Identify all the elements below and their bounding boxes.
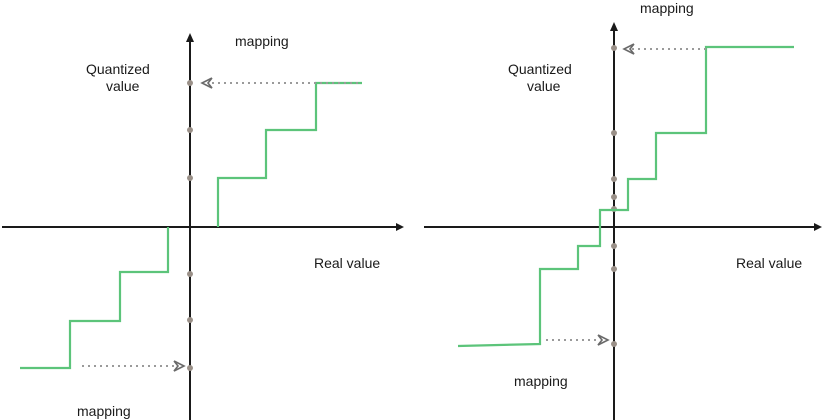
left-quant-point xyxy=(187,317,193,323)
right-x-axis-label: Real value xyxy=(736,255,802,271)
left-quant-point xyxy=(187,175,193,181)
right-y-axis-label-line1: Quantized xyxy=(508,61,572,77)
left-bottom-mapping-arrowhead xyxy=(173,360,186,372)
left-panel: Quantized value Real value mapping mappi… xyxy=(2,33,404,420)
left-top-mapping-arrowhead xyxy=(200,77,213,89)
right-step-function xyxy=(457,45,794,348)
left-mapping-top-label: mapping xyxy=(235,33,289,49)
right-quant-point xyxy=(611,130,617,136)
right-mapping-bottom-label: mapping xyxy=(514,373,568,389)
left-positive-step-function xyxy=(216,81,362,227)
right-quant-point xyxy=(611,176,617,182)
left-negative-step-function xyxy=(20,227,170,370)
right-y-axis-label-line2: value xyxy=(527,78,561,94)
right-top-mapping-arrowhead xyxy=(622,43,635,55)
left-x-axis-label: Real value xyxy=(314,255,380,271)
left-x-axis-arrowhead xyxy=(396,223,404,231)
right-quant-point xyxy=(611,341,617,347)
right-panel: Quantized value Real value mapping mappi… xyxy=(424,0,822,420)
left-y-axis-label-line1: Quantized xyxy=(86,61,150,77)
right-quant-point xyxy=(611,45,617,51)
left-quant-point xyxy=(187,365,193,371)
right-quant-point xyxy=(611,266,617,272)
right-quant-point xyxy=(611,194,617,200)
right-bottom-mapping-arrowhead xyxy=(597,334,610,346)
left-quant-point xyxy=(187,271,193,277)
right-mapping-top-label: mapping xyxy=(640,0,694,16)
left-quant-point xyxy=(187,80,193,86)
right-x-axis-arrowhead xyxy=(814,223,822,231)
left-y-axis-arrowhead xyxy=(186,33,194,42)
left-mapping-bottom-label: mapping xyxy=(77,403,131,419)
right-quant-point xyxy=(611,243,617,249)
right-y-axis-arrowhead xyxy=(610,22,618,31)
left-quant-point xyxy=(187,127,193,133)
left-y-axis-label-line2: value xyxy=(106,78,140,94)
